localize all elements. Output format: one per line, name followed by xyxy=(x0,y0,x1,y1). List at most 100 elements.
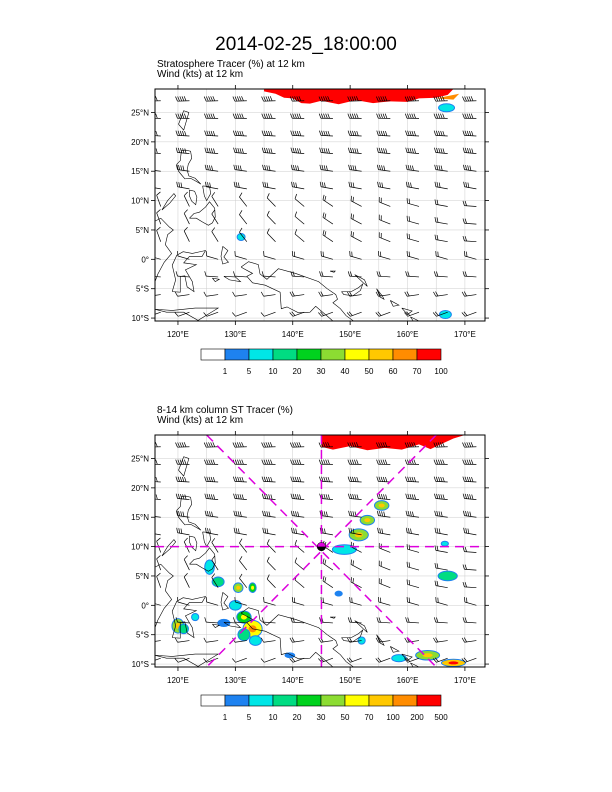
wind-barb xyxy=(291,181,305,190)
lat-label: 15°N xyxy=(131,513,149,522)
wind-barb xyxy=(266,539,276,553)
wind-barb xyxy=(204,459,219,465)
wind-barb xyxy=(347,493,362,500)
wind-barb xyxy=(462,581,477,589)
wind-barb xyxy=(462,147,477,154)
wind-barb xyxy=(233,527,247,536)
wind-barb xyxy=(232,459,247,465)
lon-label: 140°E xyxy=(282,330,304,339)
lat-label: 0° xyxy=(141,255,149,264)
coastline xyxy=(401,653,413,661)
map-frame xyxy=(154,434,486,668)
wind-barb xyxy=(155,96,161,102)
wind-barb xyxy=(175,442,190,448)
wind-barb xyxy=(347,637,362,643)
wind-barb xyxy=(376,130,391,137)
wind-barb xyxy=(294,557,305,571)
wind-barb xyxy=(405,476,420,483)
wind-barb xyxy=(376,476,391,483)
wind-barb xyxy=(155,276,161,278)
wind-barb xyxy=(433,476,448,483)
wind-barb xyxy=(233,617,247,624)
wind-barb xyxy=(290,476,305,483)
wind-barb xyxy=(266,210,276,225)
wind-barb xyxy=(204,493,219,500)
wind-barb xyxy=(461,311,477,317)
wind-barb xyxy=(404,442,420,448)
wind-barb xyxy=(233,147,247,154)
wind-barb xyxy=(183,209,190,225)
wind-barb xyxy=(175,113,190,119)
coastline xyxy=(401,307,413,315)
lon-label: 150°E xyxy=(339,330,361,339)
wind-barb xyxy=(376,459,391,465)
tracer-region xyxy=(240,614,247,620)
wind-barb xyxy=(156,572,162,588)
wind-barb xyxy=(347,291,362,297)
wind-barb xyxy=(377,527,391,536)
wind-barb xyxy=(290,617,305,624)
wind-barb xyxy=(155,187,161,190)
wind-barb xyxy=(435,251,448,260)
wind-barb xyxy=(376,164,391,172)
colorbar-label: 20 xyxy=(293,713,302,722)
lon-label: 160°E xyxy=(397,676,419,685)
wind-barb xyxy=(405,147,420,154)
wind-barb xyxy=(266,228,276,242)
colorbar-label: 70 xyxy=(413,367,422,376)
wind-barb xyxy=(266,574,276,588)
colorbar-swatch xyxy=(368,694,394,707)
colorbar-swatch xyxy=(224,694,250,707)
wind-barb xyxy=(405,527,420,536)
wind-barb xyxy=(404,311,420,317)
wind-barb xyxy=(203,96,219,102)
tracer-region xyxy=(236,585,241,590)
wind-barb xyxy=(289,657,305,663)
wind-barb xyxy=(262,527,276,536)
map-panel-2: 25°N 20°N 15°N 10°N 5°N 0° 5°S 10°S 120°E 130°E 14… xyxy=(131,431,489,722)
coastline xyxy=(155,307,220,321)
lon-label: 130°E xyxy=(224,330,246,339)
wind-barb xyxy=(261,442,276,448)
wind-barb xyxy=(318,96,333,102)
tracer-region xyxy=(437,570,458,582)
wind-barb xyxy=(203,311,219,317)
wind-barb xyxy=(347,459,362,465)
wind-barb xyxy=(348,527,362,536)
wind-barb xyxy=(406,215,420,225)
wind-barb xyxy=(155,476,161,483)
lat-label: 0° xyxy=(141,601,149,610)
wind-barb xyxy=(462,546,477,553)
wind-barb xyxy=(239,210,248,225)
coastline xyxy=(176,495,202,531)
tracer-region xyxy=(440,540,449,547)
wind-barb xyxy=(291,527,305,536)
wind-barb xyxy=(174,311,190,317)
wind-barb xyxy=(376,271,391,278)
lat-label: 25°N xyxy=(131,108,149,117)
wind-barb xyxy=(183,227,190,242)
wind-barb xyxy=(378,560,391,571)
lat-label: 10°N xyxy=(131,197,149,206)
cross-section-line xyxy=(206,435,437,667)
wind-barb xyxy=(290,147,305,154)
wind-barb xyxy=(462,130,477,137)
wind-barb xyxy=(177,251,190,260)
coastline xyxy=(341,629,364,643)
storm-center-marker xyxy=(317,542,326,547)
wind-barb xyxy=(378,578,391,589)
wind-barb xyxy=(347,476,362,483)
wind-barb xyxy=(348,510,362,518)
lat-label: 20°N xyxy=(131,484,149,493)
wind-barb xyxy=(462,271,477,278)
colorbar-swatch xyxy=(200,694,226,707)
wind-barb xyxy=(405,271,420,278)
wind-barb xyxy=(375,637,391,643)
colorbar-label: 60 xyxy=(389,367,398,376)
wind-barb xyxy=(204,130,219,137)
panel1-subtitle-2: Wind (kts) at 12 km xyxy=(157,69,244,80)
wind-barb xyxy=(348,181,362,190)
wind-barb xyxy=(318,113,333,119)
wind-barb xyxy=(294,193,305,207)
